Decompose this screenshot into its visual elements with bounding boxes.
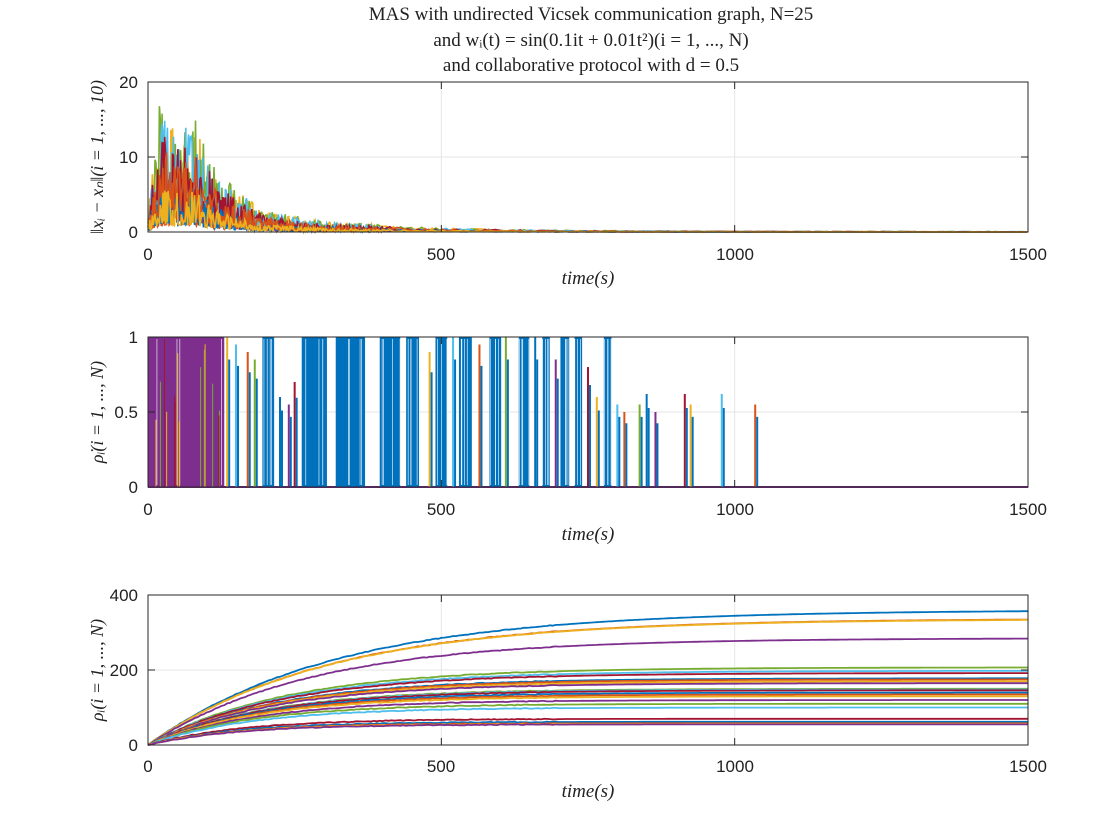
x-tick-label: 1500 [1009, 245, 1047, 264]
x-tick-label: 1500 [1009, 500, 1047, 519]
series-line [147, 680, 1028, 746]
title-line-3: and collaborative protocol with d = 0.5 [443, 55, 739, 76]
tick-marks [147, 594, 1029, 746]
subplot-error-norm: 0 500 1000 1500 0 10 20 time(s) ‖xᵢ − xₙ… [87, 73, 1047, 289]
series-line [147, 619, 1028, 746]
subplot-rho-dot: 0 500 1000 1500 0 0.5 1 time(s) ρ̇ᵢ(i = … [87, 328, 1047, 545]
x-tick-label: 1000 [716, 757, 754, 776]
y-tick-label: 0 [129, 736, 138, 755]
rho-series [147, 610, 1028, 746]
series-line [147, 695, 1028, 746]
series-line [147, 702, 1028, 746]
x-axis-label: time(s) [562, 524, 615, 545]
subplot-rho: 0 500 1000 1500 0 200 400 time(s) ρᵢ(i =… [87, 586, 1047, 802]
switching-band [542, 337, 550, 487]
x-tick-label: 0 [143, 500, 152, 519]
y-tick-label: 200 [110, 661, 138, 680]
x-tick-label: 500 [427, 500, 455, 519]
title-line-2: and wᵢ(t) = sin(0.1it + 0.01t²)(i = 1, .… [433, 30, 748, 51]
series-line [147, 666, 1028, 746]
series-line [147, 717, 1028, 746]
y-tick-label: 0.5 [114, 403, 138, 422]
tick-marks [147, 81, 1029, 233]
x-tick-label: 500 [427, 757, 455, 776]
series-line [147, 723, 1028, 746]
series-line [147, 682, 1028, 746]
switching-band [560, 337, 570, 487]
switching-band [458, 337, 472, 487]
grid-lines [148, 82, 1028, 232]
x-tick-label: 0 [143, 245, 152, 264]
x-axis-label: time(s) [562, 781, 615, 802]
y-tick-label: 1 [129, 328, 138, 347]
y-tick-label: 400 [110, 586, 138, 605]
x-tick-label: 1000 [716, 245, 754, 264]
rho-dot-series [148, 337, 1028, 488]
x-tick-label: 500 [427, 245, 455, 264]
x-tick-label: 1000 [716, 500, 754, 519]
y-axis-label: ρ̇ᵢ(i = 1, ..., N) [87, 361, 108, 464]
series-line [147, 706, 1028, 746]
x-axis-label: time(s) [562, 268, 615, 289]
switching-band [406, 337, 420, 487]
y-axis-label: ‖xᵢ − xₙ‖(i = 1, ..., 10) [87, 80, 108, 234]
y-tick-label: 0 [129, 478, 138, 497]
switching-band [262, 337, 275, 487]
y-axis-label: ρᵢ(i = 1, ..., N) [87, 619, 108, 722]
series-line [147, 699, 1028, 746]
series-line [147, 689, 1028, 746]
x-tick-label: 1500 [1009, 757, 1047, 776]
y-tick-label: 10 [119, 148, 138, 167]
switching-band [379, 337, 401, 487]
x-tick-label: 0 [143, 757, 152, 776]
y-tick-label: 0 [129, 223, 138, 242]
switching-band [335, 337, 366, 487]
series-line [147, 672, 1028, 746]
switching-band [518, 337, 530, 487]
series-line [147, 610, 1028, 746]
tick-marks [147, 336, 1029, 488]
switching-band [574, 337, 583, 487]
y-tick-label: 20 [119, 73, 138, 92]
figure-title: MAS with undirected Vicsek communication… [369, 4, 814, 76]
series-line [147, 637, 1028, 746]
title-line-1: MAS with undirected Vicsek communication… [369, 4, 814, 25]
switching-band [301, 337, 327, 487]
